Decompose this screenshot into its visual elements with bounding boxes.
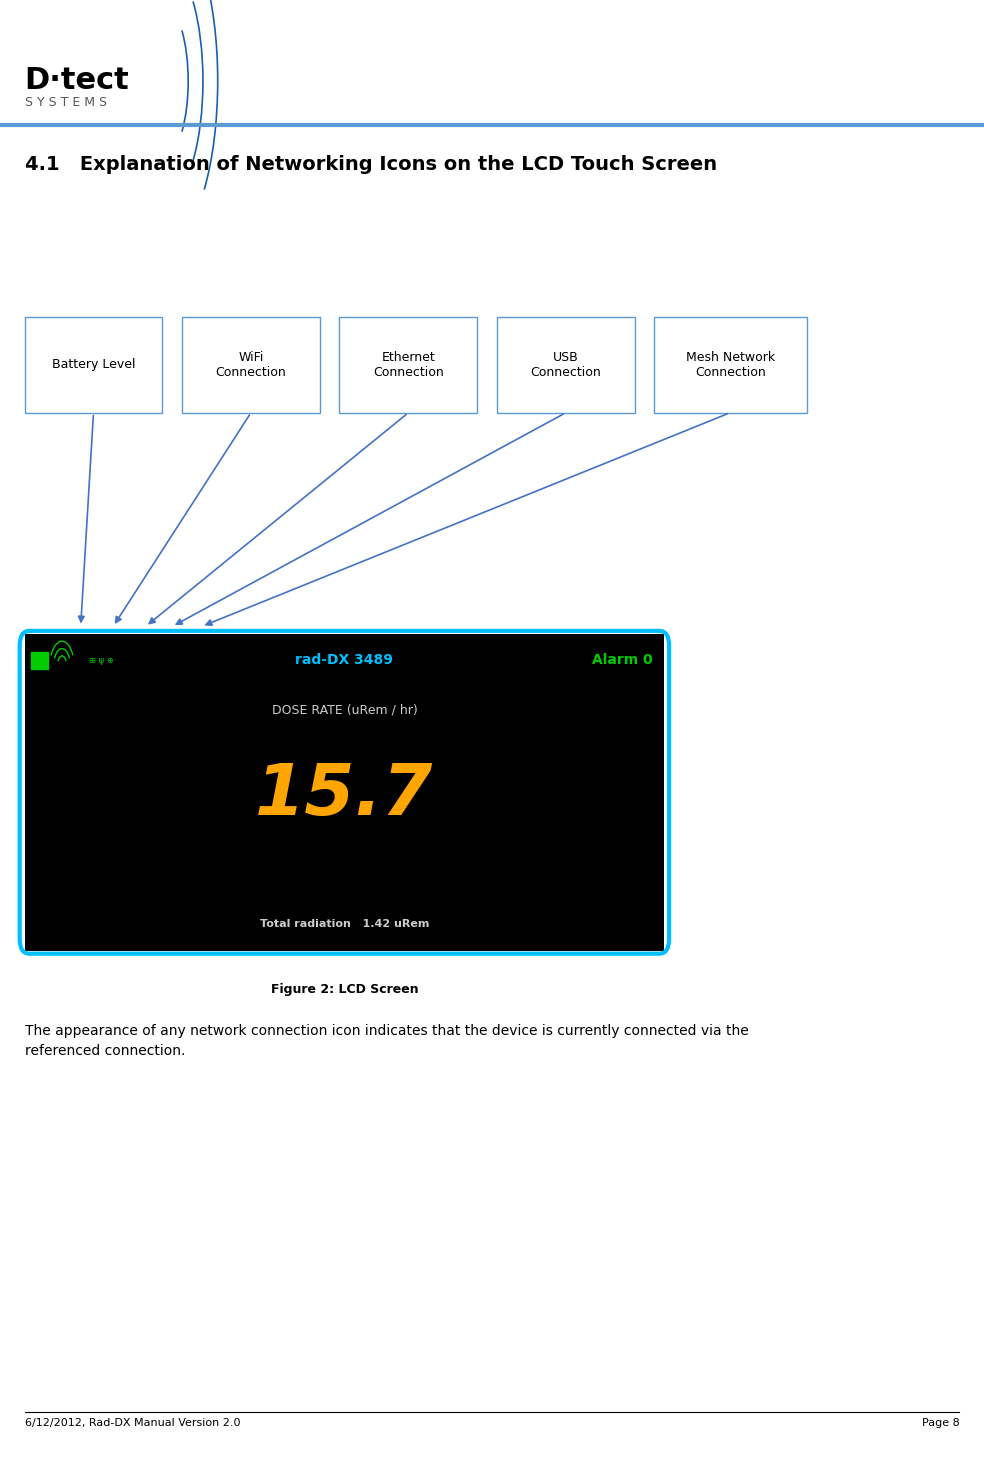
Text: 4.1   Explanation of Networking Icons on the LCD Touch Screen: 4.1 Explanation of Networking Icons on t… <box>25 155 716 174</box>
Text: Mesh Network
Connection: Mesh Network Connection <box>686 351 775 379</box>
Text: USB
Connection: USB Connection <box>530 351 601 379</box>
Text: WiFi
Connection: WiFi Connection <box>215 351 286 379</box>
FancyBboxPatch shape <box>182 317 320 413</box>
Text: DOSE RATE (uRem / hr): DOSE RATE (uRem / hr) <box>272 705 417 716</box>
Text: rad-DX 3489: rad-DX 3489 <box>295 653 394 668</box>
Bar <box>31 652 48 669</box>
FancyBboxPatch shape <box>25 317 162 413</box>
Text: Figure 2: LCD Screen: Figure 2: LCD Screen <box>271 983 418 996</box>
Text: The appearance of any network connection icon indicates that the device is curre: The appearance of any network connection… <box>25 1024 749 1058</box>
Text: Total radiation   1.42 uRem: Total radiation 1.42 uRem <box>260 920 429 929</box>
Text: 6/12/2012, Rad-DX Manual Version 2.0: 6/12/2012, Rad-DX Manual Version 2.0 <box>25 1418 240 1428</box>
Text: S Y S T E M S: S Y S T E M S <box>25 96 106 109</box>
Text: Alarm 0: Alarm 0 <box>591 653 652 668</box>
Text: D·tect: D·tect <box>25 66 129 96</box>
FancyBboxPatch shape <box>497 317 635 413</box>
FancyBboxPatch shape <box>25 634 664 951</box>
FancyBboxPatch shape <box>339 317 477 413</box>
Text: Page 8: Page 8 <box>922 1418 959 1428</box>
Text: Battery Level: Battery Level <box>52 358 135 371</box>
Text: Ethernet
Connection: Ethernet Connection <box>373 351 444 379</box>
Text: ⊞ ψ ⊕: ⊞ ψ ⊕ <box>89 656 113 665</box>
Text: 15.7: 15.7 <box>255 761 434 830</box>
FancyBboxPatch shape <box>654 317 807 413</box>
